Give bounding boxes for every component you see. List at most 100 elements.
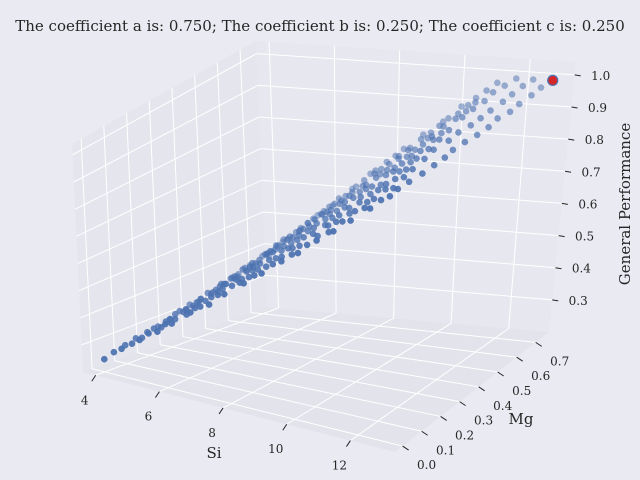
z-grid-left — [80, 243, 265, 319]
data-point — [356, 188, 364, 196]
data-point — [324, 222, 332, 229]
data-point — [296, 242, 303, 250]
z-tick-mark — [568, 138, 575, 141]
data-point — [396, 168, 403, 175]
z-tick-label: 0.6 — [578, 197, 597, 211]
data-point — [228, 282, 236, 290]
data-point — [278, 247, 285, 254]
y-tick-label: 0.6 — [531, 369, 550, 383]
data-point — [221, 290, 228, 298]
y-tick-label: 0.3 — [474, 414, 493, 428]
data-point — [417, 136, 425, 143]
data-point — [445, 126, 453, 134]
data-point — [205, 301, 213, 308]
data-point — [243, 268, 250, 275]
data-point — [430, 136, 437, 144]
x-tick-mark — [282, 423, 288, 431]
data-point — [394, 185, 402, 193]
y-grid-floor — [182, 336, 479, 388]
x-tick-mark — [91, 374, 97, 382]
data-point — [172, 310, 179, 318]
data-point — [441, 154, 449, 161]
y-tick-mark — [535, 341, 542, 347]
data-point — [351, 207, 359, 215]
data-point — [377, 196, 385, 204]
x-tick-mark — [154, 391, 160, 398]
data-point — [313, 237, 320, 244]
z-grid-left — [78, 211, 264, 292]
y-tick-label: 0.4 — [493, 399, 512, 413]
data-point — [374, 186, 382, 194]
data-point — [347, 217, 354, 224]
data-point — [339, 218, 346, 225]
data-point — [462, 108, 470, 115]
y-grid-floor — [114, 360, 422, 432]
axis-panes — [72, 41, 576, 452]
data-point — [469, 105, 477, 113]
z-tick-mark — [558, 235, 565, 238]
data-point — [464, 102, 472, 109]
data-point — [368, 183, 376, 190]
highlight-point — [547, 74, 559, 86]
data-point — [430, 161, 438, 169]
data-point — [222, 280, 230, 288]
data-point — [452, 115, 459, 123]
data-point — [366, 205, 374, 212]
x-grid-floor — [350, 328, 510, 441]
data-point — [288, 239, 295, 247]
data-point — [154, 328, 161, 336]
data-point — [519, 82, 527, 90]
data-point — [208, 293, 215, 301]
data-point — [467, 122, 475, 129]
y-grid-floor — [251, 312, 536, 343]
data-point — [269, 260, 277, 268]
x-tick-label: 12 — [332, 459, 347, 473]
data-point — [341, 198, 349, 206]
data-point — [417, 147, 424, 155]
data-point — [407, 158, 414, 166]
data-point — [335, 212, 343, 219]
data-point — [508, 91, 516, 98]
data-point — [515, 100, 523, 108]
data-point — [346, 210, 353, 217]
data-point — [330, 228, 337, 235]
data-point — [322, 215, 329, 223]
data-point — [398, 160, 406, 167]
data-point — [473, 131, 481, 139]
data-point — [445, 115, 452, 122]
y-tick-mark — [459, 401, 466, 407]
x-tick-mark — [218, 407, 224, 415]
z-grid-left — [72, 53, 257, 156]
y-tick-mark — [516, 356, 523, 362]
data-point — [403, 153, 411, 161]
data-point — [413, 155, 420, 162]
data-point — [487, 107, 494, 114]
data-point — [537, 84, 545, 91]
x-tick-label: 6 — [145, 410, 153, 424]
data-point — [386, 160, 393, 168]
data-point — [528, 92, 535, 99]
z-grid-left — [74, 116, 260, 210]
data-point — [249, 267, 256, 274]
floor-pane — [83, 307, 549, 452]
z-tick-label: 1.0 — [591, 69, 610, 83]
data-point — [118, 345, 125, 353]
data-point — [294, 249, 302, 257]
z-tick-label: 0.3 — [569, 294, 588, 308]
data-point — [356, 199, 363, 206]
data-point — [449, 146, 457, 154]
data-point — [391, 175, 399, 183]
data-point — [405, 178, 413, 186]
data-point — [455, 129, 462, 136]
x-grid-floor — [159, 312, 337, 393]
data-point — [269, 248, 277, 256]
data-point — [251, 272, 258, 279]
data-point — [419, 141, 427, 148]
data-point — [485, 123, 492, 131]
data-point — [489, 89, 497, 96]
data-points — [101, 74, 559, 363]
data-point — [411, 146, 419, 153]
z-tick-label: 0.5 — [575, 230, 594, 244]
